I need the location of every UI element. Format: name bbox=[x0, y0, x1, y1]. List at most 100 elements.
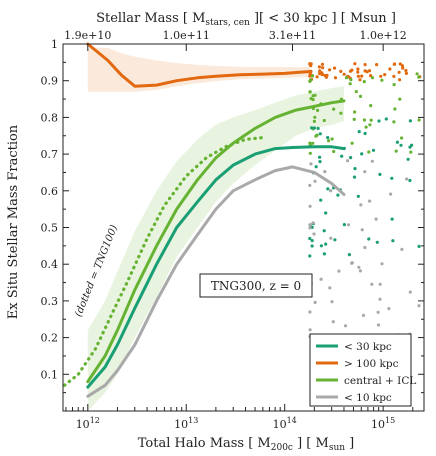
halo-point bbox=[377, 119, 381, 123]
top-axis-title-end: ][ < 30 kpc ] [ Msun ] bbox=[250, 11, 396, 26]
halo-point bbox=[337, 269, 341, 273]
halo-point bbox=[417, 75, 421, 79]
x-tick-label: 1012 bbox=[76, 416, 100, 431]
halo-point bbox=[356, 74, 360, 78]
halo-point bbox=[376, 310, 380, 314]
halo-point bbox=[400, 247, 404, 251]
halo-point bbox=[313, 179, 317, 183]
halo-point bbox=[401, 66, 405, 70]
halo-point bbox=[392, 74, 396, 78]
halo-point bbox=[358, 78, 362, 82]
halo-point bbox=[311, 221, 315, 225]
halo-point bbox=[390, 217, 394, 221]
halo-point bbox=[352, 117, 356, 121]
y-tick-label: 0.7 bbox=[41, 148, 59, 161]
halo-point bbox=[370, 159, 374, 163]
axis-ticks: 0.1 0.2 0.3 0.4 0.5 0.6 0.7 0.8 0.9 1 1012 1013 1014… bbox=[41, 29, 424, 431]
halo-point bbox=[315, 75, 319, 79]
halo-point bbox=[353, 167, 357, 171]
halo-point bbox=[308, 74, 312, 78]
halo-point bbox=[360, 74, 364, 78]
halo-point bbox=[379, 74, 383, 78]
halo-point bbox=[406, 157, 410, 161]
halo-point bbox=[310, 239, 314, 243]
halo-point bbox=[316, 108, 320, 112]
series-line-10-kpc bbox=[86, 165, 346, 398]
halo-point bbox=[399, 143, 403, 147]
halo-point bbox=[360, 152, 364, 156]
top-axis-title-sub: stars, cen bbox=[205, 18, 250, 28]
series-line-100-kpc bbox=[86, 42, 312, 88]
halo-point bbox=[363, 131, 367, 136]
top-tick-label: 1.9e+10 bbox=[64, 29, 111, 42]
halo-point bbox=[404, 68, 408, 73]
halo-point bbox=[387, 307, 391, 311]
halo-point bbox=[389, 192, 393, 196]
halo-point bbox=[417, 118, 421, 122]
halo-point bbox=[347, 253, 351, 257]
halo-point bbox=[308, 62, 312, 66]
halo-point bbox=[308, 183, 312, 187]
halo-point bbox=[378, 172, 382, 176]
band-central-icl bbox=[87, 86, 345, 411]
halo-point bbox=[336, 193, 340, 197]
legend-label-10-kpc: < 10 kpc bbox=[344, 392, 392, 404]
halo-point bbox=[392, 83, 396, 87]
halo-point bbox=[363, 170, 367, 174]
halo-point bbox=[310, 244, 314, 248]
y-tick-label: 0.1 bbox=[41, 368, 59, 381]
halo-point bbox=[369, 104, 373, 108]
halo-point bbox=[365, 70, 369, 74]
halo-point bbox=[308, 236, 312, 241]
series-line-30-kpc bbox=[86, 145, 346, 389]
halo-point bbox=[392, 62, 397, 66]
halo-point bbox=[357, 130, 361, 134]
halo-point bbox=[328, 286, 332, 290]
halo-point bbox=[348, 82, 352, 86]
halo-point bbox=[370, 282, 374, 286]
halo-point bbox=[348, 69, 353, 73]
y-tick-label: 0.3 bbox=[41, 295, 59, 308]
halo-point bbox=[391, 239, 395, 243]
halo-point bbox=[397, 70, 401, 74]
halo-point bbox=[312, 126, 316, 130]
halo-point bbox=[350, 261, 354, 265]
halo-point bbox=[319, 198, 323, 202]
halo-point bbox=[417, 244, 421, 248]
x-tick-label: 1015 bbox=[371, 416, 395, 431]
halo-point bbox=[318, 160, 322, 164]
halo-point bbox=[329, 236, 333, 240]
halo-point bbox=[339, 111, 343, 115]
series-lines bbox=[62, 42, 346, 398]
y-axis-title: Ex Situ Stellar Mass Fraction bbox=[6, 124, 21, 319]
halo-point bbox=[395, 140, 399, 144]
halo-point bbox=[361, 313, 366, 317]
halo-point bbox=[312, 119, 316, 123]
halo-point bbox=[310, 126, 314, 130]
halo-point bbox=[324, 242, 328, 246]
halo-point bbox=[368, 199, 372, 203]
halo-point bbox=[353, 110, 357, 114]
halo-point bbox=[349, 78, 353, 82]
halo-point bbox=[409, 150, 413, 154]
halo-point bbox=[363, 63, 367, 67]
top-tick-label: 1.0e+12 bbox=[360, 29, 407, 42]
halo-point bbox=[363, 245, 367, 250]
halo-point bbox=[390, 176, 394, 180]
halo-point bbox=[308, 204, 312, 208]
halo-point bbox=[313, 115, 317, 119]
y-tick-label: 0.5 bbox=[41, 222, 59, 235]
halo-point bbox=[308, 223, 312, 227]
halo-point bbox=[311, 94, 315, 98]
x-axis-title-mid: ] [ M bbox=[293, 436, 329, 451]
halo-point bbox=[408, 119, 412, 123]
top-axis-title: Stellar Mass [ Mstars, cen ][ < 30 kpc ]… bbox=[96, 11, 396, 28]
halo-point bbox=[340, 154, 344, 158]
x-tick-label: 1013 bbox=[174, 416, 198, 431]
halo-point bbox=[404, 71, 408, 75]
halo-point bbox=[313, 300, 317, 304]
halo-point bbox=[311, 98, 315, 102]
legend-label-100-kpc: > 100 kpc bbox=[344, 358, 399, 370]
halo-point bbox=[398, 78, 402, 82]
scatter-points bbox=[308, 62, 422, 345]
